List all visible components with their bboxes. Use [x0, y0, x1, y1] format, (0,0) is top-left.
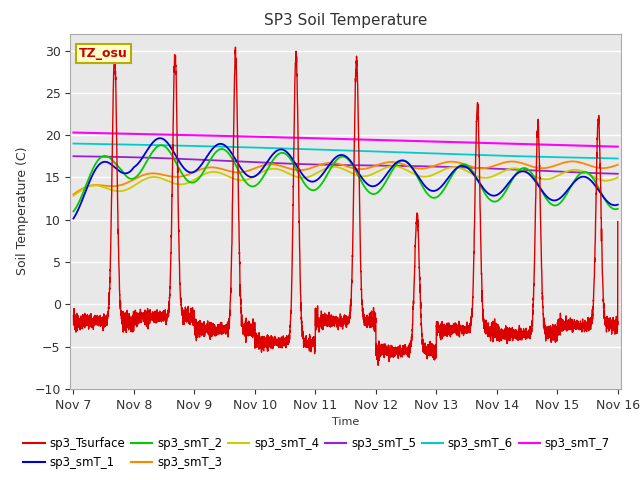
sp3_smT_2: [614, 206, 621, 212]
sp3_smT_5: [168, 156, 176, 161]
sp3_Tsurface: [424, 343, 431, 349]
sp3_Tsurface: [396, 342, 404, 348]
sp3_Tsurface: [168, 174, 176, 180]
sp3_smT_3: [517, 160, 525, 166]
sp3_smT_6: [476, 152, 483, 158]
sp3_smT_2: [396, 158, 404, 164]
sp3_smT_4: [476, 174, 484, 180]
sp3_smT_6: [396, 150, 404, 156]
sp3_smT_5: [476, 165, 483, 171]
sp3_smT_1: [156, 135, 164, 141]
sp3_smT_7: [424, 139, 431, 144]
Line: sp3_smT_1: sp3_smT_1: [74, 138, 618, 218]
sp3_smT_4: [168, 180, 176, 186]
sp3_smT_6: [70, 141, 77, 146]
sp3_Tsurface: [517, 335, 525, 341]
sp3_smT_5: [517, 167, 525, 173]
sp3_smT_7: [476, 140, 483, 146]
sp3_smT_7: [168, 132, 176, 138]
sp3_smT_6: [168, 143, 176, 148]
sp3_Tsurface: [232, 44, 239, 50]
sp3_smT_4: [70, 193, 77, 199]
sp3_smT_4: [517, 167, 525, 172]
sp3_smT_3: [614, 162, 621, 168]
Legend: sp3_Tsurface, sp3_smT_1, sp3_smT_2, sp3_smT_3, sp3_smT_4, sp3_smT_5, sp3_smT_6, : sp3_Tsurface, sp3_smT_1, sp3_smT_2, sp3_…: [19, 433, 615, 474]
sp3_smT_2: [157, 142, 165, 148]
sp3_smT_3: [168, 174, 176, 180]
Line: sp3_smT_5: sp3_smT_5: [74, 156, 618, 174]
sp3_smT_4: [424, 174, 431, 180]
sp3_smT_6: [278, 145, 285, 151]
sp3_smT_4: [614, 175, 621, 180]
sp3_smT_7: [396, 138, 404, 144]
sp3_smT_2: [517, 166, 525, 172]
Line: sp3_smT_6: sp3_smT_6: [74, 144, 618, 158]
sp3_smT_6: [614, 156, 621, 161]
sp3_smT_1: [476, 180, 484, 186]
sp3_Tsurface: [70, 312, 77, 318]
sp3_smT_3: [424, 165, 431, 171]
sp3_smT_1: [70, 216, 77, 221]
sp3_smT_6: [424, 151, 431, 156]
sp3_smT_6: [517, 154, 525, 159]
sp3_smT_2: [278, 150, 285, 156]
Text: TZ_osu: TZ_osu: [79, 47, 127, 60]
sp3_smT_2: [168, 153, 176, 159]
sp3_smT_5: [614, 171, 621, 177]
sp3_smT_2: [476, 181, 484, 187]
sp3_smT_1: [424, 186, 431, 192]
sp3_smT_1: [278, 146, 285, 152]
Line: sp3_smT_4: sp3_smT_4: [74, 166, 618, 196]
sp3_smT_4: [390, 163, 397, 169]
sp3_smT_3: [70, 192, 77, 197]
sp3_Tsurface: [278, 343, 285, 349]
sp3_smT_3: [278, 163, 285, 169]
sp3_smT_5: [70, 153, 77, 159]
sp3_smT_3: [476, 166, 483, 171]
sp3_Tsurface: [374, 362, 382, 368]
sp3_smT_7: [70, 130, 77, 135]
sp3_smT_3: [396, 160, 404, 166]
sp3_smT_1: [168, 147, 176, 153]
Line: sp3_smT_3: sp3_smT_3: [74, 161, 618, 194]
Title: SP3 Soil Temperature: SP3 Soil Temperature: [264, 13, 428, 28]
Line: sp3_smT_7: sp3_smT_7: [74, 132, 618, 147]
sp3_Tsurface: [614, 219, 621, 225]
sp3_smT_7: [517, 141, 525, 147]
sp3_smT_2: [70, 208, 77, 214]
sp3_smT_5: [278, 160, 285, 166]
sp3_smT_1: [396, 158, 404, 164]
Line: sp3_smT_2: sp3_smT_2: [74, 145, 618, 211]
sp3_smT_5: [424, 164, 431, 169]
sp3_smT_2: [424, 191, 431, 197]
sp3_smT_4: [278, 168, 285, 173]
X-axis label: Time: Time: [332, 417, 359, 427]
sp3_smT_1: [517, 168, 525, 174]
sp3_smT_5: [396, 163, 404, 169]
sp3_smT_7: [278, 134, 285, 140]
sp3_Tsurface: [476, 182, 484, 188]
Y-axis label: Soil Temperature (C): Soil Temperature (C): [16, 147, 29, 276]
sp3_smT_1: [614, 202, 621, 207]
sp3_smT_4: [396, 164, 404, 170]
sp3_smT_3: [568, 158, 576, 164]
sp3_smT_7: [614, 144, 621, 150]
Line: sp3_Tsurface: sp3_Tsurface: [74, 47, 618, 365]
